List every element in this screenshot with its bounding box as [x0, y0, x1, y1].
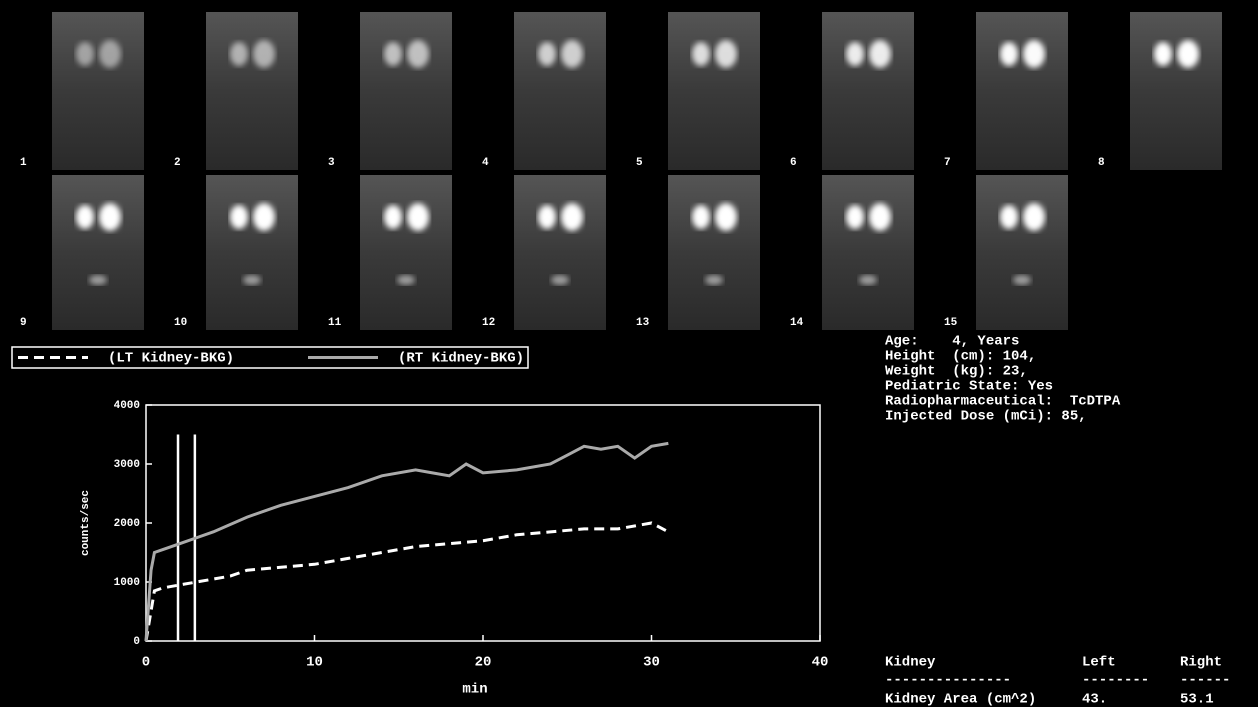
- y-tick-label: 1000: [114, 577, 140, 589]
- frame-number: 5: [636, 157, 643, 169]
- kidney-right: [99, 203, 121, 231]
- kidney-left: [1000, 205, 1018, 229]
- kidney-left: [230, 42, 248, 66]
- scan-frame: [822, 12, 914, 170]
- kidney-right: [869, 203, 891, 231]
- frame-number: 15: [944, 317, 958, 329]
- frame-number: 12: [482, 317, 495, 329]
- x-tick-label: 30: [643, 655, 660, 671]
- x-axis-label: min: [462, 682, 487, 698]
- scan-frame: [668, 175, 760, 330]
- bladder: [1013, 275, 1031, 285]
- scan-frame: [976, 12, 1068, 170]
- kidney-left: [1000, 42, 1018, 66]
- bladder: [705, 275, 723, 285]
- table-cell: Kidney Area (cm^2): [885, 692, 1036, 707]
- kidney-right: [253, 40, 275, 68]
- y-tick-label: 3000: [114, 459, 140, 471]
- patient-info: Radiopharmaceutical: TcDTPA: [885, 394, 1121, 410]
- patient-info: Weight (kg): 23,: [885, 364, 1028, 380]
- frame-number: 14: [790, 317, 804, 329]
- patient-info: Age: 4, Years: [885, 334, 1019, 350]
- legend-label: (RT Kidney-BKG): [398, 351, 524, 367]
- kidney-right: [561, 203, 583, 231]
- frame-number: 9: [20, 317, 27, 329]
- table-header: Right: [1180, 655, 1222, 671]
- frame-number: 4: [482, 157, 489, 169]
- kidney-right: [253, 203, 275, 231]
- scan-frame: [668, 12, 760, 170]
- table-cell: ------: [1180, 673, 1230, 689]
- kidney-left: [1154, 42, 1172, 66]
- x-tick-label: 20: [475, 655, 492, 671]
- table-cell: 43.: [1082, 692, 1107, 707]
- scan-frame: [514, 175, 606, 330]
- kidney-left: [538, 42, 556, 66]
- scan-frame: [52, 12, 144, 170]
- table-header: Kidney: [885, 655, 936, 671]
- scan-frame: [976, 175, 1068, 330]
- y-tick-label: 0: [133, 636, 140, 648]
- kidney-right: [1023, 40, 1045, 68]
- legend-label: (LT Kidney-BKG): [108, 351, 234, 367]
- kidney-left: [692, 205, 710, 229]
- kidney-left: [76, 42, 94, 66]
- table-header: Left: [1082, 655, 1116, 671]
- kidney-left: [846, 42, 864, 66]
- patient-info: Injected Dose (mCi): 85,: [885, 409, 1087, 425]
- kidney-right: [407, 203, 429, 231]
- kidney-right: [99, 40, 121, 68]
- scan-frame: [1130, 12, 1222, 170]
- kidney-right: [561, 40, 583, 68]
- x-tick-label: 40: [812, 655, 829, 671]
- screen: min counts/sec 1234567891011121314150100…: [0, 0, 1258, 707]
- patient-info: Height (cm): 104,: [885, 349, 1036, 365]
- scan-frame: [206, 12, 298, 170]
- bladder: [859, 275, 877, 285]
- kidney-left: [384, 205, 402, 229]
- kidney-left: [692, 42, 710, 66]
- patient-info: Pediatric State: Yes: [885, 379, 1053, 395]
- scan-frame: [52, 175, 144, 330]
- frame-number: 6: [790, 157, 797, 169]
- kidney-right: [869, 40, 891, 68]
- y-axis-label: counts/sec: [80, 490, 92, 556]
- bladder: [551, 275, 569, 285]
- scan-frame: [514, 12, 606, 170]
- frame-number: 10: [174, 317, 187, 329]
- frame-number: 1: [20, 157, 27, 169]
- kidney-left: [538, 205, 556, 229]
- frame-number: 11: [328, 317, 342, 329]
- kidney-right: [1023, 203, 1045, 231]
- kidney-right: [1177, 40, 1199, 68]
- y-tick-label: 2000: [114, 518, 140, 530]
- frame-number: 8: [1098, 157, 1105, 169]
- y-tick-label: 4000: [114, 400, 140, 412]
- kidney-left: [76, 205, 94, 229]
- frame-number: 2: [174, 157, 181, 169]
- kidney-right: [715, 40, 737, 68]
- kidney-left: [384, 42, 402, 66]
- kidney-left: [230, 205, 248, 229]
- kidney-right: [407, 40, 429, 68]
- table-cell: 53.1: [1180, 692, 1214, 707]
- table-cell: --------: [1082, 673, 1149, 689]
- scan-frame: [206, 175, 298, 330]
- x-tick-label: 0: [142, 655, 150, 671]
- kidney-left: [846, 205, 864, 229]
- frame-number: 7: [944, 157, 951, 169]
- scan-frame: [360, 175, 452, 330]
- frame-number: 13: [636, 317, 650, 329]
- scan-frame: [360, 12, 452, 170]
- bladder: [243, 275, 261, 285]
- bladder: [89, 275, 107, 285]
- bladder: [397, 275, 415, 285]
- kidney-right: [715, 203, 737, 231]
- scan-frame: [822, 175, 914, 330]
- frame-number: 3: [328, 157, 335, 169]
- x-tick-label: 10: [306, 655, 323, 671]
- table-cell: ---------------: [885, 673, 1011, 689]
